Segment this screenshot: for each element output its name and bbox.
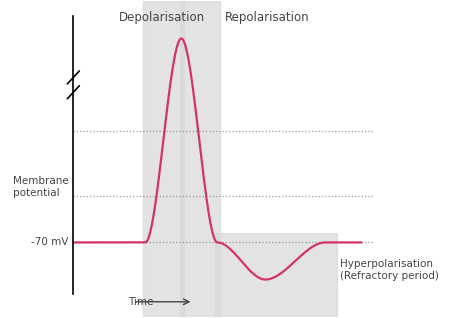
Bar (143, 1, 184, 317)
Bar (215, 233, 337, 317)
Bar (180, 1, 220, 317)
Text: Repolarisation: Repolarisation (225, 11, 309, 24)
Text: Depolarisation: Depolarisation (119, 11, 205, 24)
Text: -70 mV: -70 mV (31, 238, 68, 247)
Text: Hyperpolarisation
(Refractory period): Hyperpolarisation (Refractory period) (340, 259, 439, 281)
Text: Membrane
potential: Membrane potential (13, 176, 68, 197)
Text: Time: Time (129, 297, 154, 307)
